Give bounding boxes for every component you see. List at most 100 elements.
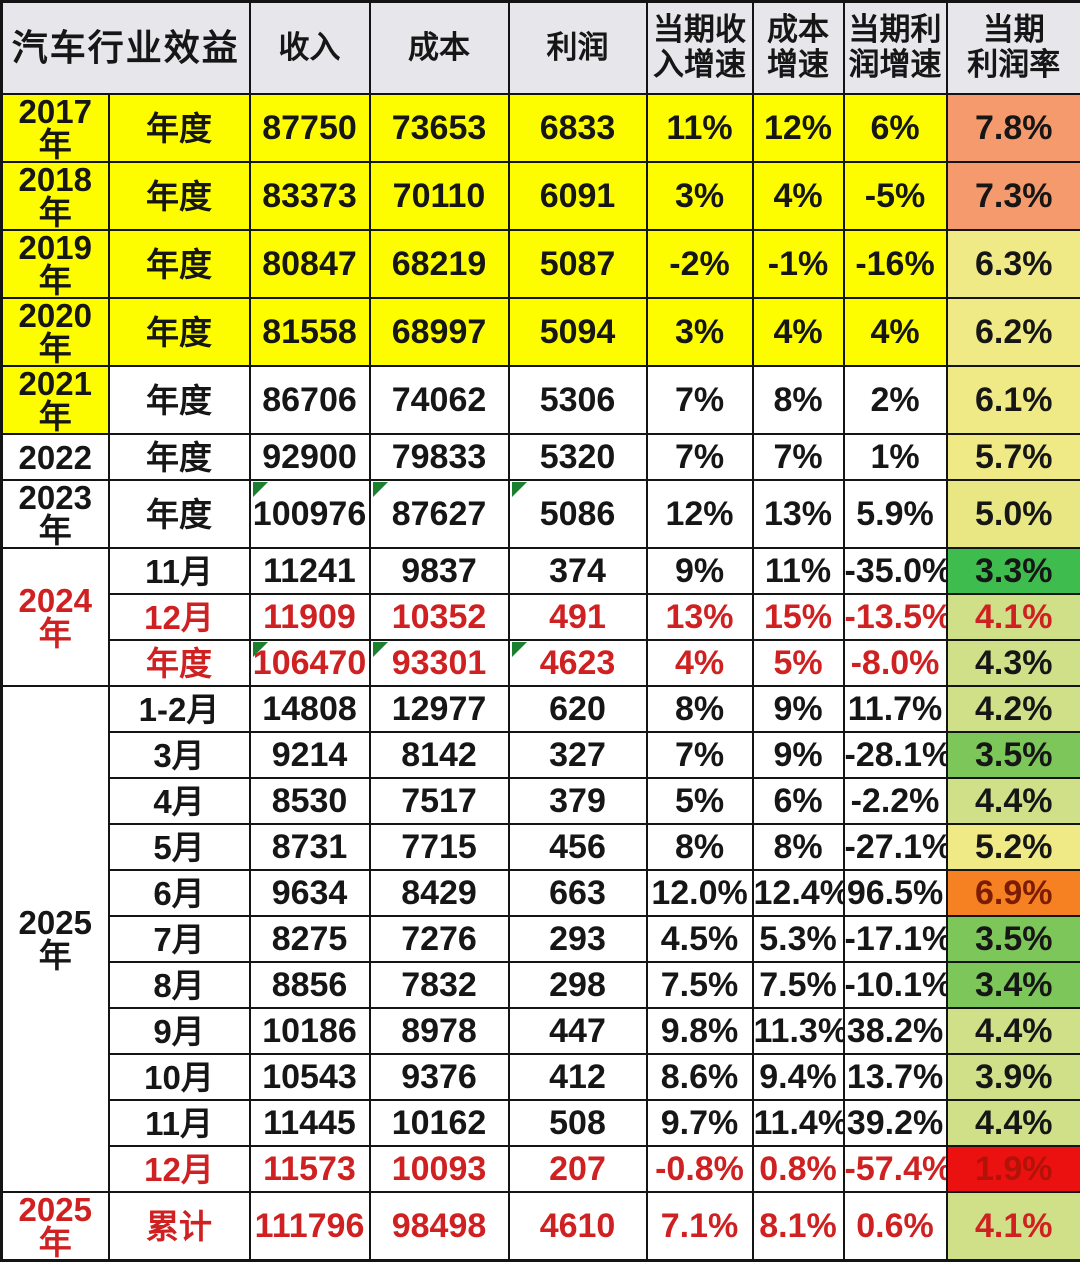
profit-cell: 5094: [509, 298, 647, 366]
cost-cell: 10352: [370, 594, 509, 640]
profit-rate-cell: 3.3%: [947, 548, 1080, 594]
year-cell: 2020年: [2, 298, 109, 366]
period-cell: 11月: [109, 548, 250, 594]
period-cell: 1-2月: [109, 686, 250, 732]
cost-cell: 7715: [370, 824, 509, 870]
cost-cell: 10162: [370, 1100, 509, 1146]
year-cell: 2019年: [2, 230, 109, 298]
income-cell: 100976: [250, 480, 370, 548]
income-growth-cell: 7.5%: [647, 962, 753, 1008]
profit-rate-cell: 5.0%: [947, 480, 1080, 548]
profit-cell: 374: [509, 548, 647, 594]
cost-growth-cell: 6%: [753, 778, 844, 824]
profit-growth-cell: -35.0%: [844, 548, 947, 594]
period-cell: 年度: [109, 298, 250, 366]
profit-growth-cell: 2%: [844, 366, 947, 434]
profit-cell: 508: [509, 1100, 647, 1146]
income-cell: 111796: [250, 1192, 370, 1261]
income-cell: 80847: [250, 230, 370, 298]
profit-rate-cell: 7.8%: [947, 94, 1080, 162]
cost-cell: 68997: [370, 298, 509, 366]
period-cell: 10月: [109, 1054, 250, 1100]
profit-growth-cell: 4%: [844, 298, 947, 366]
profit-growth-cell: 6%: [844, 94, 947, 162]
profit-cell: 491: [509, 594, 647, 640]
profit-cell: 412: [509, 1054, 647, 1100]
cost-growth-cell: 9.4%: [753, 1054, 844, 1100]
profit-rate-cell: 4.4%: [947, 1100, 1080, 1146]
period-cell: 年度: [109, 94, 250, 162]
profit-rate-cell: 4.4%: [947, 1008, 1080, 1054]
cost-growth-cell: 5%: [753, 640, 844, 686]
cost-growth-cell: 13%: [753, 480, 844, 548]
profit-growth-cell: -5%: [844, 162, 947, 230]
period-cell: 6月: [109, 870, 250, 916]
column-header-profit-growth: 当期利 润增速: [844, 2, 947, 95]
cost-growth-cell: 0.8%: [753, 1146, 844, 1192]
profit-cell: 620: [509, 686, 647, 732]
profit-cell: 293: [509, 916, 647, 962]
income-cell: 92900: [250, 434, 370, 480]
cost-growth-cell: 11.4%: [753, 1100, 844, 1146]
income-growth-cell: 9.8%: [647, 1008, 753, 1054]
profit-rate-cell: 4.4%: [947, 778, 1080, 824]
cost-cell: 9376: [370, 1054, 509, 1100]
cost-growth-cell: 12.4%: [753, 870, 844, 916]
profit-growth-cell: -2.2%: [844, 778, 947, 824]
profit-growth-cell: -8.0%: [844, 640, 947, 686]
period-cell: 累计: [109, 1192, 250, 1261]
profit-cell: 4623: [509, 640, 647, 686]
profit-cell: 4610: [509, 1192, 647, 1261]
profit-rate-cell: 6.3%: [947, 230, 1080, 298]
income-cell: 83373: [250, 162, 370, 230]
cost-growth-cell: 11.3%: [753, 1008, 844, 1054]
cost-growth-cell: 11%: [753, 548, 844, 594]
income-growth-cell: 7%: [647, 366, 753, 434]
profit-growth-cell: 38.2%: [844, 1008, 947, 1054]
profit-cell: 456: [509, 824, 647, 870]
income-growth-cell: 9%: [647, 548, 753, 594]
profit-rate-cell: 1.9%: [947, 1146, 1080, 1192]
year-cell: 2023年: [2, 480, 109, 548]
income-growth-cell: 4.5%: [647, 916, 753, 962]
income-growth-cell: 4%: [647, 640, 753, 686]
profit-cell: 379: [509, 778, 647, 824]
period-cell: 11月: [109, 1100, 250, 1146]
profit-cell: 5086: [509, 480, 647, 548]
income-cell: 10186: [250, 1008, 370, 1054]
column-header-profit-rate: 当期 利润率: [947, 2, 1080, 95]
cost-growth-cell: 8%: [753, 824, 844, 870]
profit-cell: 6833: [509, 94, 647, 162]
profit-cell: 5306: [509, 366, 647, 434]
period-cell: 年度: [109, 434, 250, 480]
period-cell: 12月: [109, 594, 250, 640]
income-cell: 14808: [250, 686, 370, 732]
profit-cell: 5320: [509, 434, 647, 480]
profit-rate-cell: 3.5%: [947, 732, 1080, 778]
income-growth-cell: -0.8%: [647, 1146, 753, 1192]
profit-cell: 6091: [509, 162, 647, 230]
income-cell: 8856: [250, 962, 370, 1008]
profit-growth-cell: -27.1%: [844, 824, 947, 870]
cost-growth-cell: 8%: [753, 366, 844, 434]
cost-cell: 9837: [370, 548, 509, 594]
header-row: 汽车行业效益 收入 成本 利润 当期收 入增速 成本 增速 当期利 润增速 当期…: [2, 2, 1080, 95]
profit-cell: 663: [509, 870, 647, 916]
cost-cell: 70110: [370, 162, 509, 230]
cost-cell: 7832: [370, 962, 509, 1008]
income-growth-cell: 8.6%: [647, 1054, 753, 1100]
year-cell: 2018年: [2, 162, 109, 230]
